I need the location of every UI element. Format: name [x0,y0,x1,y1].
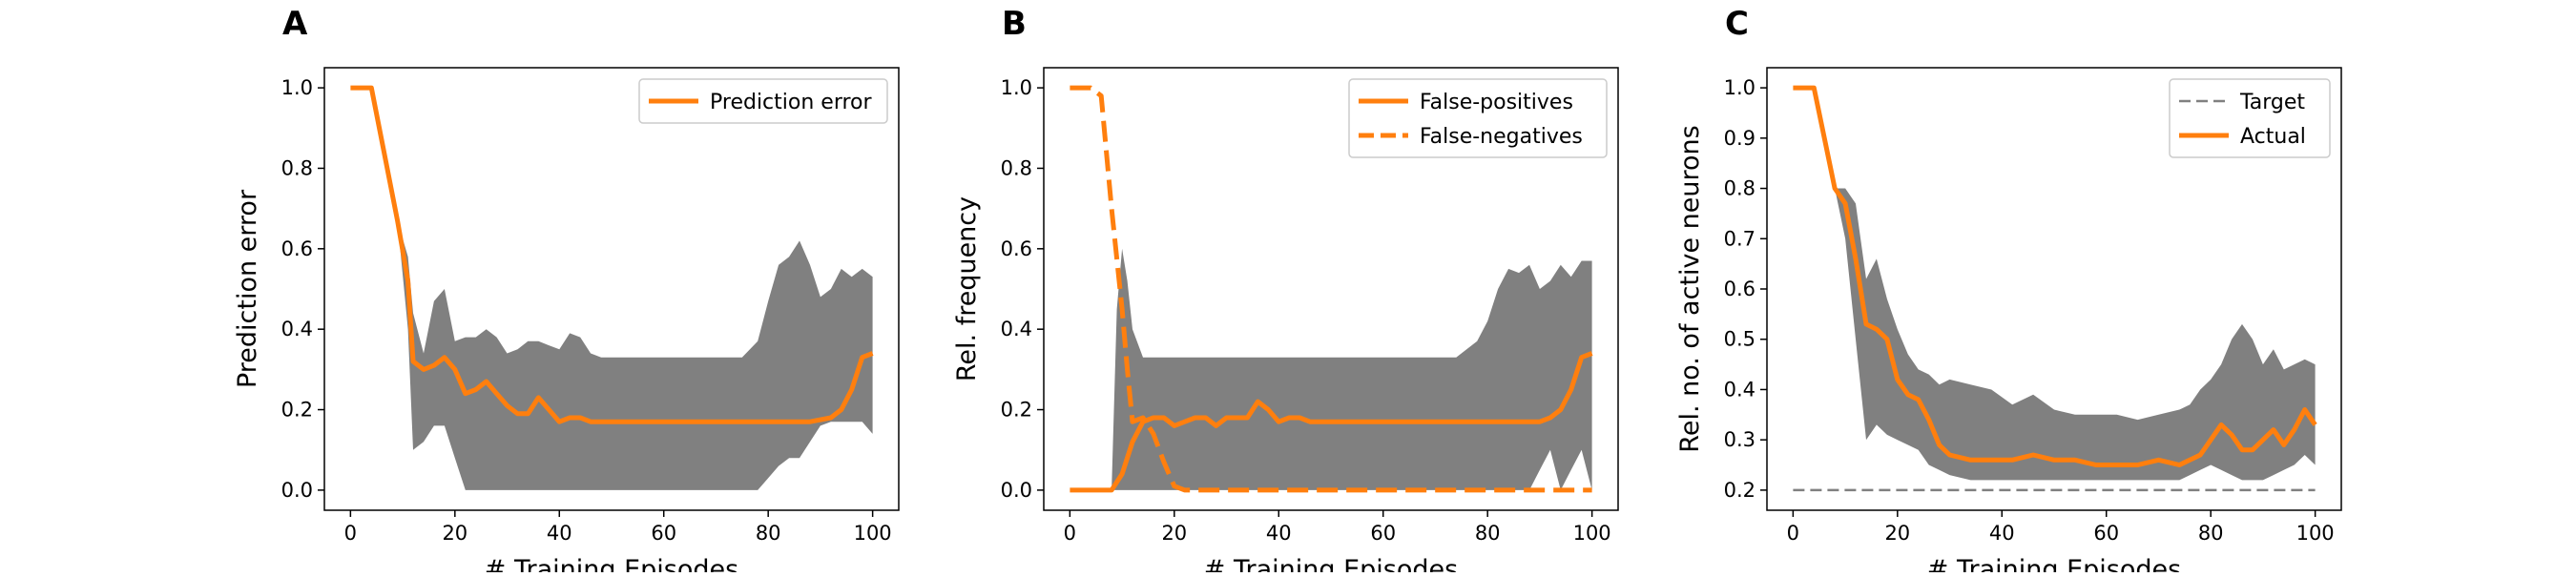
x-tick-label: 40 [1266,522,1292,545]
uncertainty-band [1070,248,1592,490]
series-line-false-positives [1070,351,1593,493]
y-axis-label: Prediction error [233,189,262,388]
x-axis-label: # Training Episodes [1927,555,2181,572]
legend-box [1348,78,1608,158]
x-tick-label: 100 [1573,522,1611,545]
axes-frame [1043,67,1619,511]
x-tick-label: 60 [1370,522,1396,545]
y-tick-label: 0.2 [281,399,313,422]
y-tick-label: 0.7 [1724,227,1755,250]
y-tick-label: 0.2 [1724,479,1755,502]
y-tick-label: 0.2 [1001,399,1032,422]
y-tick-label: 0.6 [1001,237,1032,260]
x-tick-label: 60 [651,522,676,545]
x-tick-label: 80 [756,522,781,545]
series-line-prediction-error [350,85,874,424]
y-tick-label: 1.0 [1001,76,1032,99]
legend: False-positives False-negatives [1348,78,1608,158]
x-tick-label: 80 [1475,522,1501,545]
series-line-actual [1793,85,2317,467]
x-tick-label: 40 [547,522,572,545]
panel-letter: B [1002,5,1027,43]
x-tick-label: 40 [1989,522,2015,545]
series-line-false-negatives [1070,85,1592,493]
x-tick-label: 20 [1161,522,1187,545]
legend-box [638,78,888,124]
uncertainty-band [350,88,873,490]
y-tick-label: 1.0 [1724,76,1755,99]
y-tick-label: 0.4 [1001,318,1032,340]
y-tick-label: 0.4 [1724,378,1755,401]
legend-label: Actual [2240,125,2306,149]
legend-label: False-positives [1420,91,1573,114]
legend: Target Actual [2169,78,2331,158]
panel-c: C 0 20 40 60 80 100 0.2 0.3 0.4 0.5 0.6 0.7 0.8 0.9 1.0… [1675,5,2342,577]
y-tick-label: 0.3 [1724,428,1755,451]
y-tick-label: 1.0 [281,76,313,99]
y-tick-label: 0.9 [1724,127,1755,150]
y-tick-label: 0.0 [1001,479,1032,502]
legend-label: Prediction error [710,91,872,114]
x-tick-label: 60 [2093,522,2119,545]
y-tick-label: 0.6 [1724,278,1755,300]
panel-a: A 0 20 40 60 80 100 0.0 0.2 0.4 0.6 0.8 1.0 # Trainin… [233,5,900,577]
legend-label: Target [2239,91,2305,114]
x-tick-label: 0 [344,522,357,545]
y-axis-label: Rel. no. of active neurons [1675,125,1705,452]
x-tick-label: 100 [854,522,892,545]
y-tick-label: 0.5 [1724,328,1755,351]
y-tick-label: 0.8 [281,156,313,179]
panel-b: B 0 20 40 60 80 100 0.0 0.2 0.4 0.6 0.8 1.0 # Trainin… [952,5,1619,577]
legend-label: False-negatives [1420,125,1583,149]
y-tick-label: 0.8 [1001,156,1032,179]
y-tick-label: 0.0 [281,479,313,502]
x-axis-label: # Training Episodes [1204,555,1458,572]
x-tick-label: 20 [442,522,467,545]
y-axis-label: Rel. frequency [952,196,982,381]
uncertainty-band [1793,88,2316,481]
x-tick-label: 100 [2296,522,2335,545]
y-tick-label: 0.8 [1724,177,1755,200]
legend: Prediction error [638,78,888,124]
y-tick-label: 0.4 [281,318,313,340]
panel-letter: C [1725,5,1749,43]
axes-frame [323,67,900,511]
panel-letter: A [282,5,308,43]
x-tick-label: 80 [2198,522,2224,545]
x-tick-label: 0 [1787,522,1799,545]
x-tick-label: 20 [1884,522,1910,545]
y-tick-label: 0.6 [281,237,313,260]
x-axis-label: # Training Episodes [485,555,738,572]
x-tick-label: 0 [1064,522,1076,545]
